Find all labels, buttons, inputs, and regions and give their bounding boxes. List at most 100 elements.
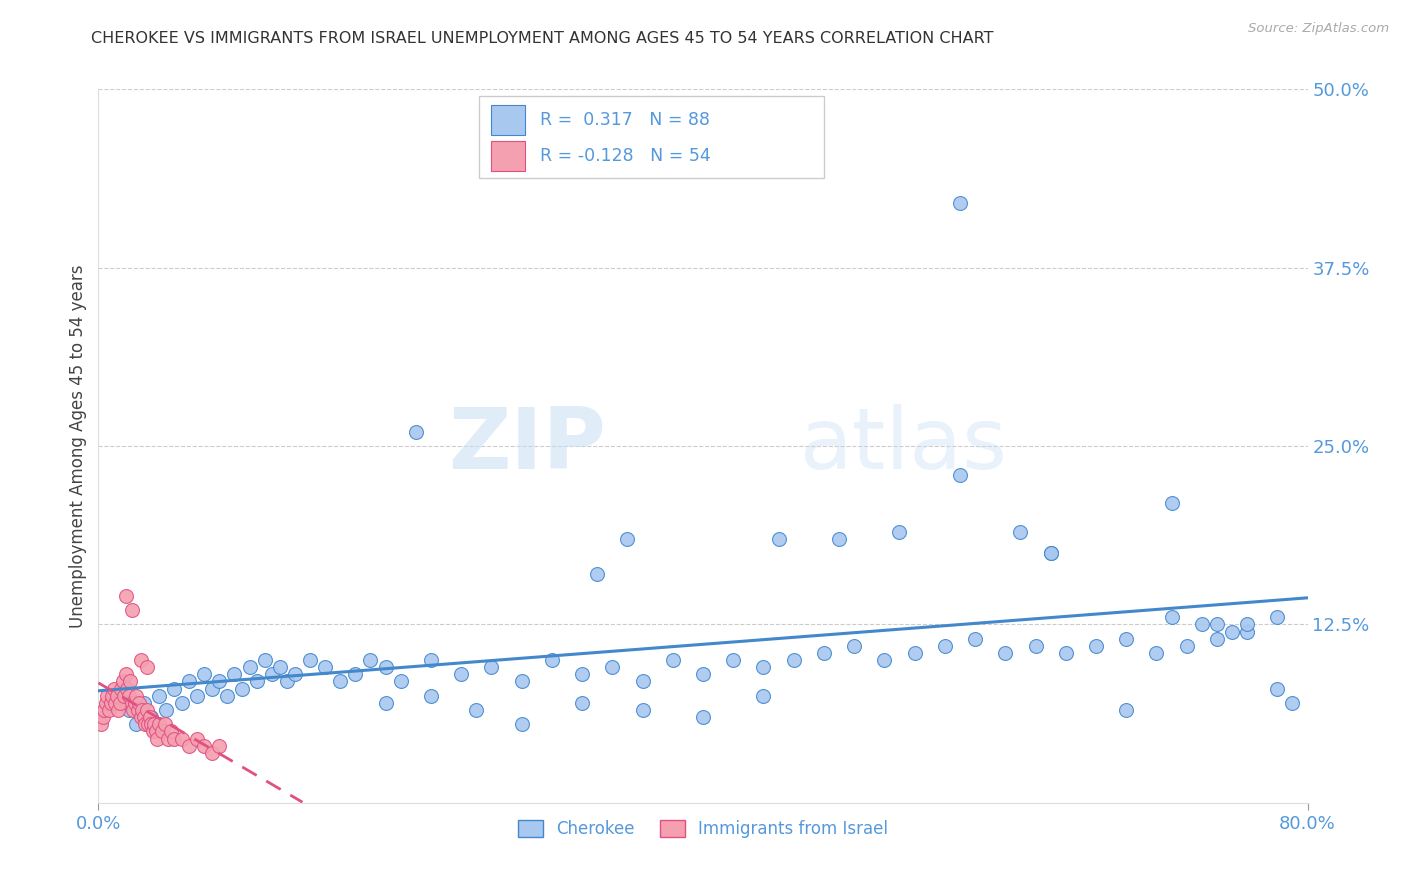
Point [239,660,262,674]
Point [129,653,152,667]
Point [269,660,291,674]
Point [201,681,224,696]
Point [1206,632,1229,646]
Point [889,524,911,539]
Point [420,689,443,703]
Point [118,689,141,703]
Point [141,710,163,724]
Point [111,674,134,689]
Point [120,674,142,689]
Point [107,703,129,717]
Point [262,667,284,681]
Point [571,667,593,681]
Point [135,660,157,674]
Point [510,717,533,731]
Point [965,632,987,646]
Point [1085,639,1108,653]
Point [783,653,806,667]
Point [208,674,231,689]
Point [132,710,155,724]
Point [1054,646,1077,660]
Point [186,689,208,703]
Point [344,667,367,681]
Point [616,532,638,546]
Point [128,696,150,710]
FancyBboxPatch shape [479,96,824,178]
Point [934,639,956,653]
Point [108,696,131,710]
Point [813,646,835,660]
Point [253,653,276,667]
Point [1024,639,1046,653]
Point [949,196,972,211]
Point [129,710,152,724]
Text: ZIP: ZIP [449,404,606,488]
Point [110,681,132,696]
Point [1281,696,1303,710]
Bar [492,104,526,135]
Point [101,689,124,703]
Point [208,739,231,753]
Point [1160,496,1182,510]
Point [160,724,183,739]
Point [131,703,153,717]
Point [661,653,683,667]
Point [143,717,166,731]
Point [374,660,396,674]
Point [93,703,115,717]
Point [98,703,121,717]
Point [723,653,745,667]
Text: R =  0.317   N = 88: R = 0.317 N = 88 [540,111,710,128]
Text: Source: ZipAtlas.com: Source: ZipAtlas.com [1249,22,1389,36]
Point [100,696,122,710]
Point [201,746,224,760]
Point [156,731,179,746]
Point [1191,617,1213,632]
Point [103,681,125,696]
Point [1115,632,1137,646]
Point [844,639,866,653]
Point [1236,624,1258,639]
Point [1144,646,1167,660]
Point [1267,681,1289,696]
Point [94,696,117,710]
Point [571,696,593,710]
Point [224,667,246,681]
Point [389,674,412,689]
Legend: Cherokee, Immigrants from Israel: Cherokee, Immigrants from Israel [512,813,894,845]
Point [118,703,141,717]
Point [135,703,157,717]
Point [1236,617,1258,632]
Point [105,689,128,703]
Point [1010,524,1032,539]
Point [1267,610,1289,624]
Point [153,717,176,731]
Point [145,724,167,739]
Point [114,589,136,603]
Text: atlas: atlas [800,404,1008,488]
Point [136,717,159,731]
Point [150,724,173,739]
Point [124,696,146,710]
Point [114,667,136,681]
Point [148,689,170,703]
Point [215,689,238,703]
Point [284,667,307,681]
Point [163,731,186,746]
Point [186,731,208,746]
Point [631,674,654,689]
Point [148,717,170,731]
Point [112,689,135,703]
Point [1039,546,1062,560]
Point [96,689,118,703]
Point [450,667,472,681]
Point [904,646,927,660]
Point [299,653,322,667]
Point [104,696,127,710]
Point [193,739,215,753]
Point [631,703,654,717]
Point [163,681,186,696]
Point [465,703,488,717]
Point [420,653,443,667]
Point [314,660,336,674]
